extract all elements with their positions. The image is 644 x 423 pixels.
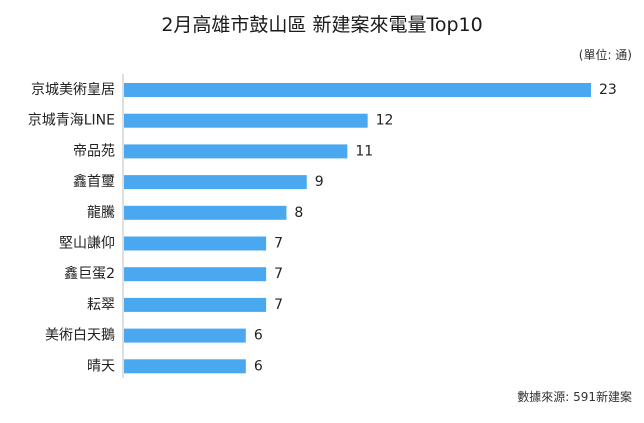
data-label: 6 — [254, 358, 263, 374]
data-label: 23 — [599, 82, 617, 98]
bar — [124, 359, 246, 374]
category-label: 晴天 — [87, 358, 115, 374]
data-label: 12 — [376, 113, 394, 129]
bar — [124, 144, 348, 159]
category-label: 美術白天鵝 — [45, 328, 115, 344]
bar — [124, 267, 267, 282]
data-label: 11 — [355, 143, 373, 159]
data-label: 7 — [274, 266, 283, 282]
data-label: 6 — [254, 328, 263, 344]
source-label: 數據來源: 591新建案 — [517, 390, 632, 404]
category-label: 京城青海LINE — [28, 113, 115, 129]
chart-title: 2月高雄市鼓山區 新建案來電量Top10 — [161, 14, 483, 36]
bar — [124, 297, 267, 312]
category-label: 京城美術皇居 — [31, 82, 115, 98]
category-label: 鑫首璽 — [73, 173, 115, 190]
bar — [124, 236, 267, 251]
data-label: 7 — [274, 297, 283, 313]
category-label: 堅山謙仰 — [59, 236, 115, 252]
bar — [124, 205, 287, 220]
bar — [124, 83, 591, 97]
bar — [124, 175, 307, 190]
bar — [124, 113, 368, 128]
data-label: 9 — [315, 174, 324, 190]
category-label: 龍騰 — [87, 204, 115, 221]
data-label: 8 — [294, 205, 303, 221]
category-label: 帝品苑 — [73, 143, 115, 159]
data-label: 7 — [274, 236, 283, 252]
category-label: 鑫巨蛋2 — [64, 265, 115, 282]
unit-label: (單位: 通) — [578, 48, 632, 62]
bar — [124, 328, 246, 343]
category-label: 耘翠 — [87, 297, 115, 313]
